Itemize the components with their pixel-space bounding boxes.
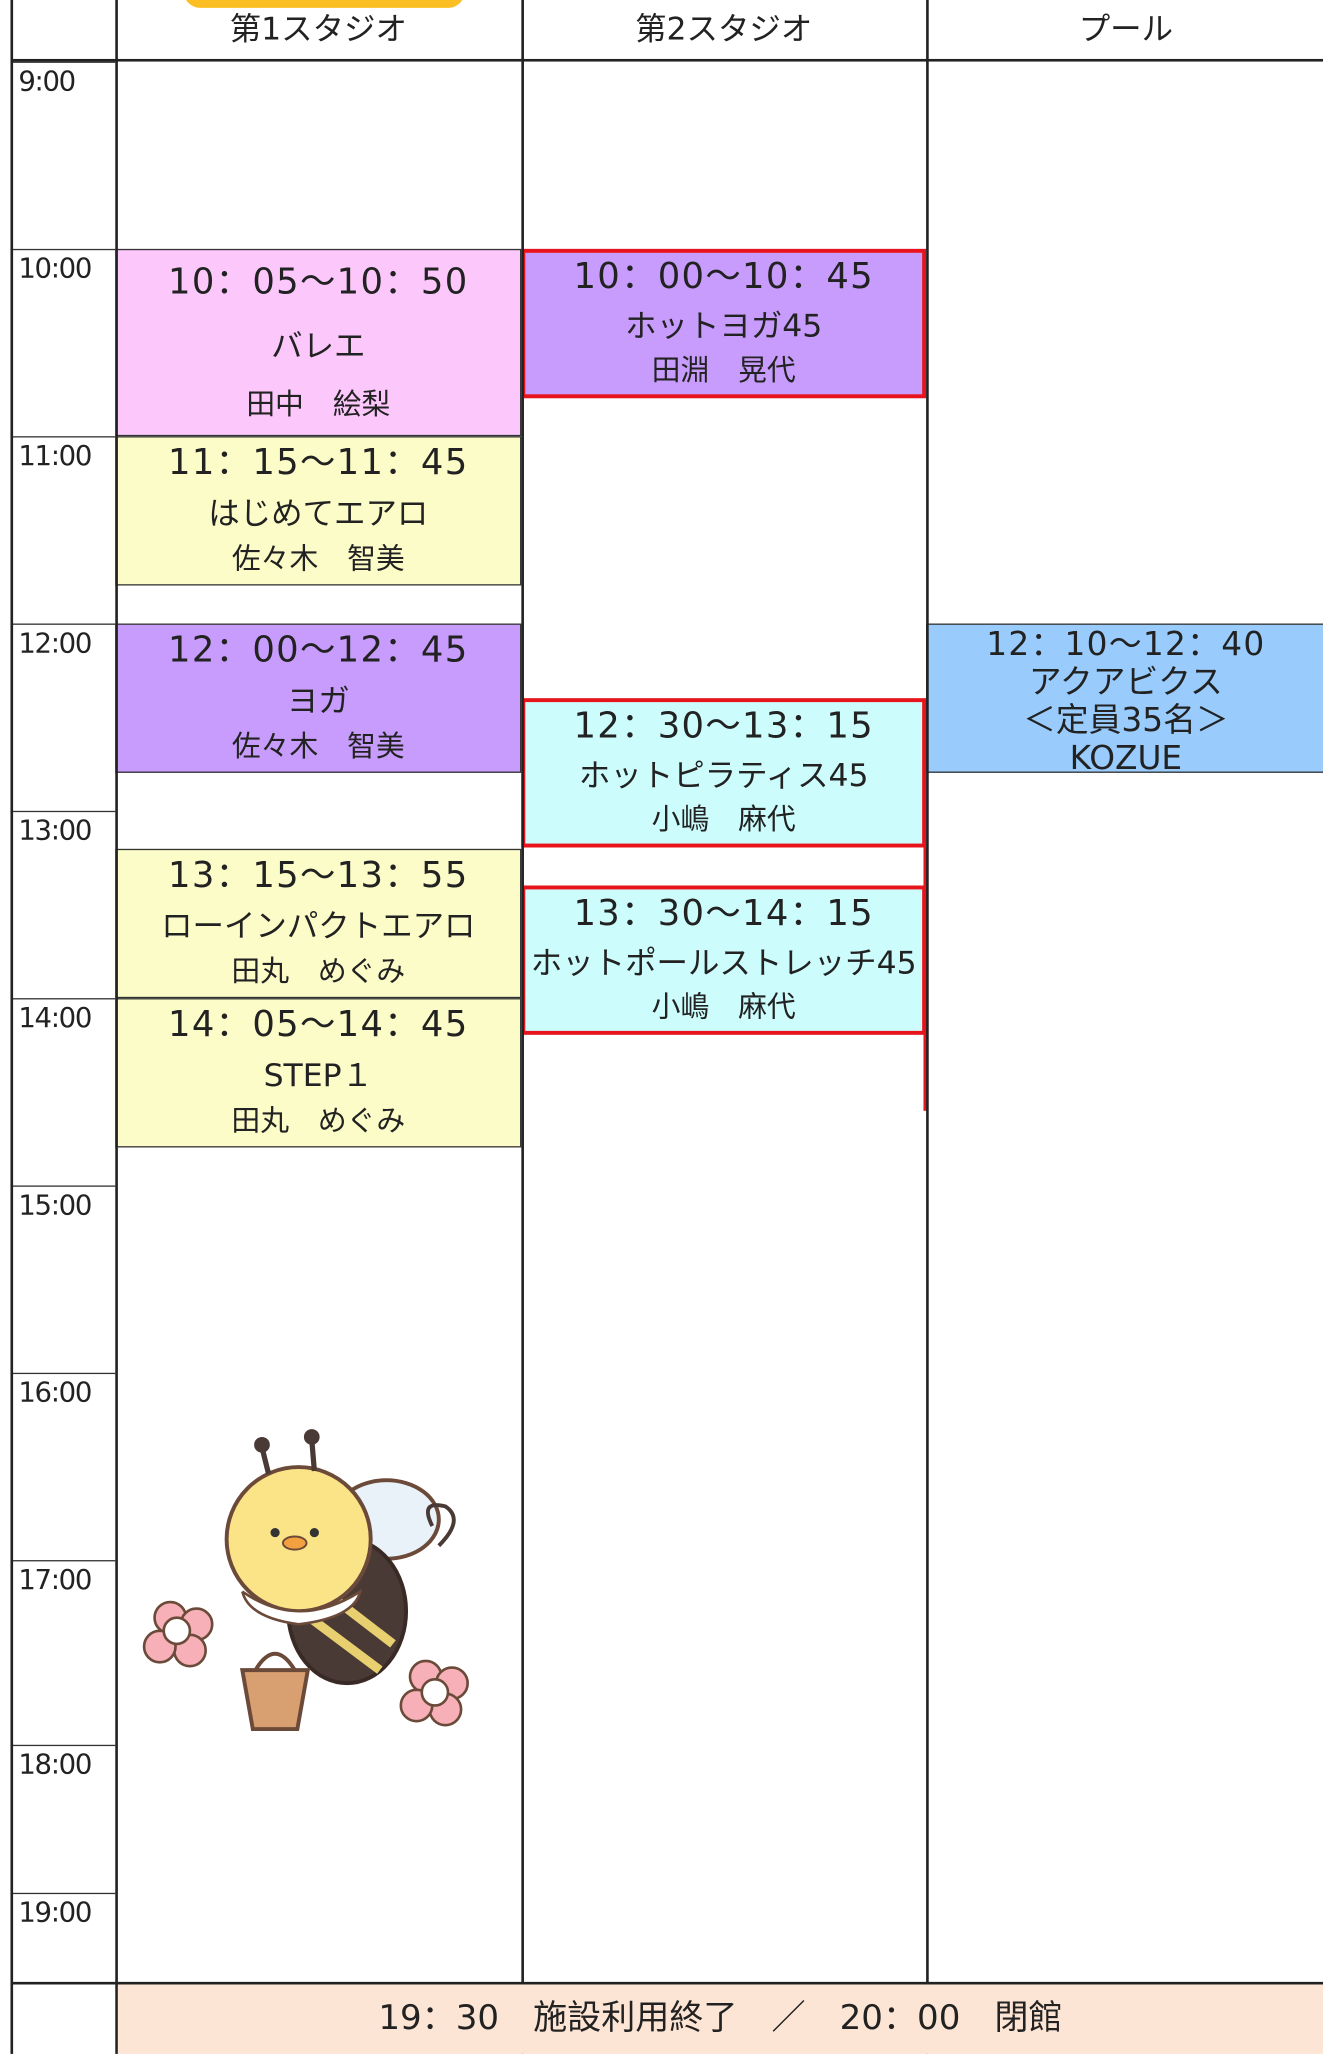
- class-event: 12：00～12：45 ヨガ佐々木 智美: [115, 623, 522, 773]
- event-title: STEP１: [263, 1057, 374, 1094]
- time-label: 12:00: [18, 627, 92, 659]
- hour-line: [10, 998, 116, 1000]
- hour-line: [10, 248, 116, 251]
- hour-line: [10, 1560, 116, 1562]
- column-header: 第1スタジオ: [229, 10, 407, 48]
- time-label: 10:00: [18, 252, 92, 285]
- event-time: 13：15～13：55: [168, 854, 469, 896]
- event-title: ホットヨガ45: [625, 307, 823, 345]
- event-time: 10：05～10：50: [168, 261, 469, 302]
- time-label: 15:00: [18, 1189, 92, 1221]
- footer-line: [10, 1981, 1323, 1985]
- event-instructor: 佐々木 智美: [231, 731, 405, 765]
- top-badge: [183, 0, 466, 8]
- column-header: プール: [1078, 10, 1174, 48]
- event-time: 10：00～10：45: [573, 256, 874, 298]
- time-label: 16:00: [18, 1376, 92, 1409]
- column-line: [115, 0, 118, 2054]
- time-label: 17:00: [18, 1564, 92, 1596]
- hour-line: [10, 1744, 116, 1747]
- class-event: 10：05～10：50 バレエ田中 絵梨: [115, 248, 522, 437]
- hour-line: [10, 61, 116, 63]
- class-event: 12：30～13：15 ホットピラティス45 小嶋 麻代: [521, 698, 927, 848]
- column-line: [521, 0, 524, 2054]
- event-title: ヨガ: [286, 682, 350, 720]
- event-instructor: 田淵 晃代: [651, 354, 796, 388]
- event-instructor: 小嶋 麻代: [651, 804, 796, 838]
- hour-line: [10, 810, 116, 813]
- hour-line: [10, 1892, 116, 1895]
- class-event: 12：10～12：40 アクアビクス ＜定員35名＞ KOZUE: [926, 623, 1323, 773]
- event-time: 12：10～12：40: [986, 624, 1266, 663]
- event-time: 14：05～14：45: [168, 1004, 469, 1045]
- time-label: 13:00: [18, 814, 92, 847]
- header-line: [10, 58, 1323, 62]
- event-time: 13：30～14：15: [573, 893, 874, 934]
- red-connector: [923, 847, 928, 1111]
- bee-illustration: [142, 1429, 469, 1732]
- event-title: はじめてエアロ: [208, 495, 429, 532]
- event-time: 12：30～13：15: [573, 706, 874, 747]
- event-title: ホットピラティス45: [578, 757, 869, 794]
- event-instructor: 田丸 めぐみ: [231, 1105, 406, 1139]
- event-title: アクアビクス: [1028, 662, 1223, 701]
- time-label: 18:00: [18, 1748, 92, 1781]
- hour-line: [10, 623, 116, 625]
- event-instructor: KOZUE: [1069, 738, 1183, 773]
- event-instructor: 佐々木 智美: [231, 544, 405, 577]
- event-instructor: 田中 絵梨: [246, 388, 391, 422]
- event-title: ローインパクトエアロ: [161, 907, 476, 945]
- event-title: ホットポールストレッチ45: [530, 944, 917, 982]
- hour-line: [10, 1372, 116, 1375]
- class-event: 11：15～11：45 はじめてエアロ佐々木 智美: [115, 436, 522, 586]
- class-event: 13：15～13：55 ローインパクトエアロ田丸 めぐみ: [115, 848, 522, 999]
- event-title: バレエ: [271, 326, 366, 364]
- event-time: 12：00～12：45: [168, 629, 469, 671]
- time-label: 14:00: [18, 1002, 92, 1034]
- time-label: 19:00: [18, 1896, 92, 1929]
- hour-line: [10, 1185, 116, 1187]
- hour-line: [10, 436, 116, 438]
- event-note: ＜定員35名＞: [1023, 700, 1229, 739]
- event-instructor: 田丸 めぐみ: [231, 956, 406, 990]
- class-event: 13：30～14：15 ホットポールストレッチ45 小嶋 麻代: [521, 885, 927, 1035]
- class-event: 10：00～10：45 ホットヨガ45 田淵 晃代: [521, 248, 927, 399]
- column-line: [10, 0, 14, 2054]
- event-time: 11：15～11：45: [168, 442, 469, 483]
- column-header: 第2スタジオ: [635, 10, 813, 48]
- class-event: 14：05～14：45 STEP１ 田丸 めぐみ: [115, 998, 522, 1148]
- event-instructor: 小嶋 麻代: [651, 991, 796, 1025]
- time-label: 11:00: [18, 440, 92, 472]
- time-label: 9:00: [18, 65, 76, 97]
- column-line: [926, 0, 929, 2054]
- footer: 19：30 施設利用終了 ／ 20：00 閉館: [117, 1984, 1323, 2054]
